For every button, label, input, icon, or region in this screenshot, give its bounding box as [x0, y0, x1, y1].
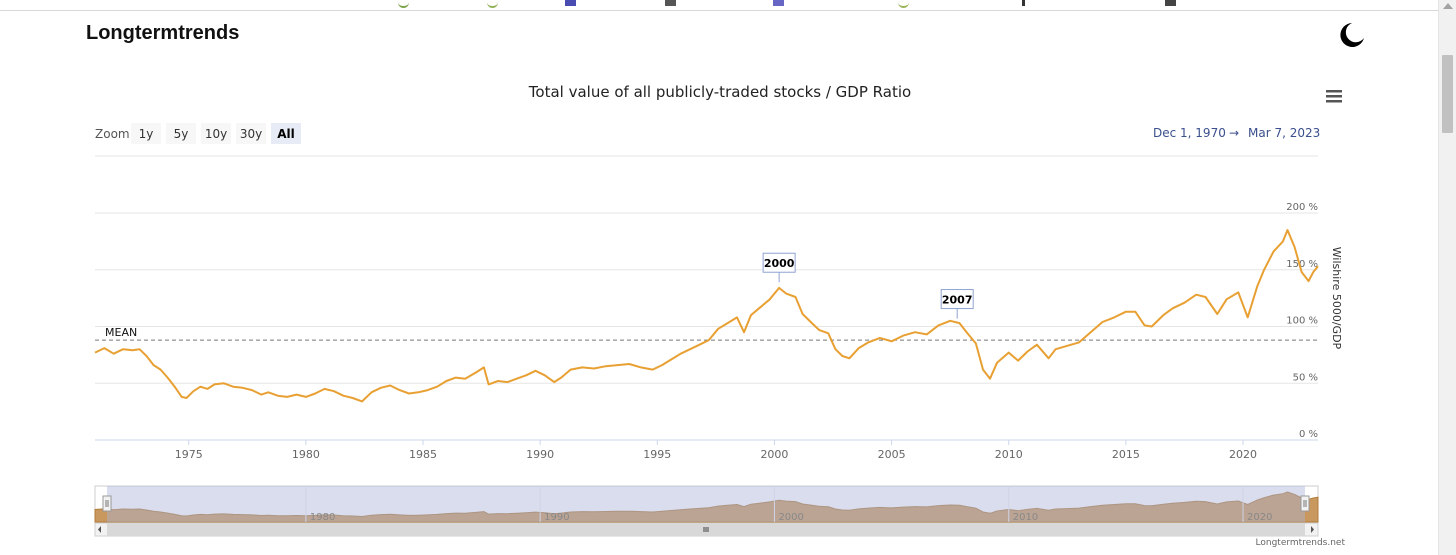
mean-label: MEAN: [105, 326, 137, 339]
zoom-button-30y[interactable]: 30y: [236, 123, 266, 144]
bookmark-icon[interactable]: [1165, 0, 1176, 6]
y-tick-label: 150 %: [1286, 259, 1318, 270]
y-axis-title: Wilshire 5000/GDP: [1330, 247, 1343, 350]
range-from[interactable]: Dec 1, 1970: [1153, 126, 1226, 140]
annotation-label: 2000: [764, 257, 795, 270]
series-line: [94, 229, 1319, 403]
chart-title: Total value of all publicly-traded stock…: [528, 83, 911, 101]
annotation-2007: 2007: [940, 289, 974, 319]
scroll-up-arrow-icon[interactable]: [1443, 3, 1453, 9]
x-tick-label: 2000: [760, 448, 788, 461]
x-tick-label: 2020: [1229, 448, 1257, 461]
x-tick-label: 1995: [643, 448, 671, 461]
annotation-2000: 2000: [762, 252, 796, 283]
navigator-tick-label: 1980: [310, 512, 335, 523]
zoom-button-label: 30y: [240, 127, 262, 141]
navigator-tick-label: 2020: [1247, 512, 1272, 523]
navigator-right-handle[interactable]: [1300, 495, 1310, 512]
bookmark-icon[interactable]: [773, 0, 784, 6]
zoom-button-label: All: [277, 127, 295, 141]
zoom-label: Zoom: [95, 127, 130, 141]
zoom-button-5y[interactable]: 5y: [166, 123, 196, 144]
navigator-left-handle[interactable]: [102, 495, 112, 512]
scroll-right-arrow-icon[interactable]: [1311, 526, 1314, 533]
zoom-button-1y[interactable]: 1y: [131, 123, 161, 144]
zoom-button-10y[interactable]: 10y: [201, 123, 231, 144]
bookmark-icon[interactable]: [565, 0, 576, 6]
zoom-button-label: 1y: [139, 127, 154, 141]
y-tick-label: 100 %: [1286, 316, 1318, 327]
navigator-area: [94, 491, 1319, 523]
credit-label[interactable]: Longtermtrends.net: [1256, 538, 1346, 548]
annotation-label: 2007: [942, 294, 973, 307]
y-tick-label: 200 %: [1286, 202, 1318, 213]
navigator-tick-label: 2000: [778, 512, 803, 523]
navigator-selection-mask[interactable]: [107, 486, 1305, 522]
scroll-left-arrow-icon[interactable]: [98, 526, 101, 533]
range-arrow: →: [1229, 126, 1239, 140]
bookmark-icon[interactable]: [1022, 0, 1025, 6]
bookmark-icon[interactable]: [665, 0, 676, 6]
bookmark-icon[interactable]: [487, 0, 498, 8]
y-tick-label: 50 %: [1293, 372, 1318, 383]
x-tick-label: 2010: [995, 448, 1023, 461]
x-tick-label: 1985: [409, 448, 437, 461]
zoom-button-label: 10y: [205, 127, 227, 141]
x-tick-label: 2005: [878, 448, 906, 461]
navigator-scrollbar[interactable]: [94, 522, 1319, 537]
moon-icon[interactable]: [1336, 20, 1366, 50]
page-scrollbar[interactable]: [1438, 0, 1456, 555]
y-tick-label: 0 %: [1299, 429, 1318, 440]
zoom-button-All[interactable]: All: [271, 123, 301, 144]
range-to[interactable]: Mar 7, 2023: [1248, 126, 1320, 140]
navigator[interactable]: 1980 1990 2000 2010 2020: [94, 485, 1319, 523]
zoom-button-label: 5y: [174, 127, 189, 141]
browser-top-strip: [0, 0, 1438, 11]
site-brand[interactable]: Longtermtrends: [86, 22, 240, 44]
scrollbar-thumb[interactable]: [1442, 55, 1453, 133]
navigator-tick-label: 2010: [1013, 512, 1038, 523]
navigator-tick-label: 1990: [544, 512, 569, 523]
bookmark-icon[interactable]: [398, 0, 409, 8]
x-tick-label: 1980: [292, 448, 320, 461]
x-tick-label: 2015: [1112, 448, 1140, 461]
bookmark-icon[interactable]: [898, 0, 909, 8]
x-tick-label: 1990: [526, 448, 554, 461]
x-tick-label: 1975: [175, 448, 203, 461]
hamburger-menu-icon[interactable]: [1326, 90, 1342, 103]
